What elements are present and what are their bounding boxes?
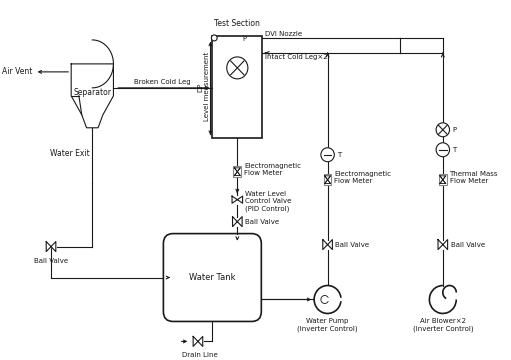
Text: T: T [452,147,457,153]
Text: Intact Cold Leg×2: Intact Cold Leg×2 [265,54,328,60]
Bar [324,174,332,185]
Text: Electromagnetic
Flow Meter: Electromagnetic Flow Meter [244,163,301,176]
Text: Ball Valve: Ball Valve [34,257,68,264]
Text: Water Level
Control Valve
(PID Control): Water Level Control Valve (PID Control) [245,191,291,212]
Text: Air Vent: Air Vent [3,67,33,76]
Text: P: P [452,127,456,133]
Polygon shape [71,64,113,128]
Bar [439,174,447,185]
Polygon shape [232,196,243,203]
Polygon shape [323,240,332,249]
Text: Water Exit: Water Exit [50,149,89,158]
Text: Broken Cold Leg: Broken Cold Leg [134,79,191,85]
Circle shape [321,296,329,303]
Text: Thermal Mass
Flow Meter: Thermal Mass Flow Meter [450,171,498,184]
Text: T: T [337,152,341,158]
Text: Ball Valve: Ball Valve [335,242,369,248]
Circle shape [321,148,334,162]
Text: Drain Line: Drain Line [182,352,218,359]
Text: Electromagnetic
Flow Meter: Electromagnetic Flow Meter [334,171,391,184]
Bar [234,166,241,177]
Polygon shape [233,217,242,226]
Text: Ball Valve: Ball Valve [451,242,484,248]
Circle shape [436,123,450,137]
Polygon shape [46,242,56,252]
Circle shape [436,143,450,157]
Text: Water Tank: Water Tank [189,273,236,282]
Circle shape [212,35,217,41]
Circle shape [314,285,341,314]
Polygon shape [193,337,203,346]
Text: Air Blower×2
(Inverter Control): Air Blower×2 (Inverter Control) [412,319,473,332]
Bar [213,36,262,138]
Text: Test Section: Test Section [215,19,260,28]
Polygon shape [438,240,448,249]
FancyBboxPatch shape [164,234,261,321]
Text: Ball Valve: Ball Valve [245,219,279,225]
Text: DP
Level measurement: DP Level measurement [197,52,211,121]
Text: Water Pump
(Inverter Control): Water Pump (Inverter Control) [297,319,358,332]
Circle shape [227,57,248,79]
Text: Separator: Separator [73,88,111,97]
Text: DVI Nozzle: DVI Nozzle [265,31,303,37]
Text: P: P [242,36,246,42]
